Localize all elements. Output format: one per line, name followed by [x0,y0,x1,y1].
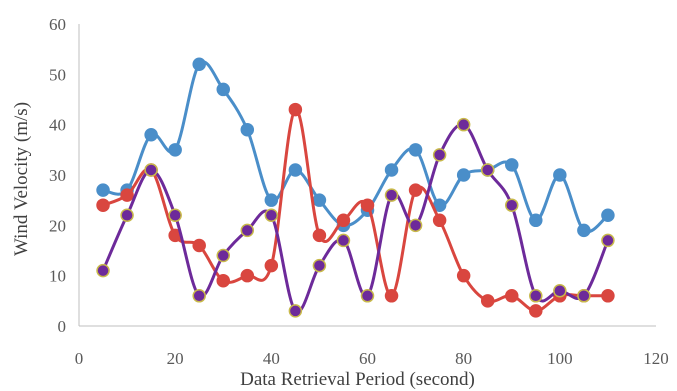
x-tick-label: 80 [455,349,472,368]
y-tick-label: 10 [49,267,66,286]
data-point [529,304,543,318]
data-point [168,208,182,223]
x-tick-label: 100 [547,349,573,368]
data-point [408,218,423,233]
x-tick-label: 60 [359,349,376,368]
x-axis-title: Data Retrieval Period (second) [240,369,475,390]
data-point [601,233,615,248]
data-point [529,213,543,228]
data-point [312,258,327,273]
data-point [240,268,255,283]
data-point [336,233,351,248]
data-point [192,289,206,303]
data-point [312,193,327,207]
data-point [505,158,519,172]
data-point [360,198,375,212]
x-tick-label: 20 [167,349,184,368]
data-point [192,57,206,72]
data-point [144,127,158,142]
data-point [601,289,615,303]
data-point [96,183,110,197]
data-point [288,304,303,318]
y-tick-labels: 0 10 20 30 40 50 60 [49,15,66,336]
data-point [216,248,230,263]
axes [78,24,656,327]
y-tick-label: 40 [49,116,66,135]
x-tick-label: 0 [75,349,84,368]
series-2 [96,102,615,318]
data-point [312,228,327,243]
data-point [264,258,279,273]
data-point [216,82,230,97]
data-point [577,289,591,303]
data-point [432,213,447,228]
y-axis-title: Wind Velocity (m/s) [11,102,32,256]
data-point [505,289,519,303]
data-point [529,289,543,303]
data-point [480,163,495,177]
data-point [577,223,591,238]
y-tick-label: 60 [49,15,66,34]
data-point [456,117,471,132]
series-layer [96,57,615,318]
data-point [192,238,206,253]
data-point [168,143,182,157]
data-point [456,268,471,283]
y-tick-label: 20 [49,216,66,235]
data-point [264,208,279,223]
data-point [336,213,351,228]
data-point [408,183,423,197]
data-point [408,143,423,157]
data-point [456,168,471,182]
x-tick-labels: 0 20 40 60 80 100 120 [75,349,669,368]
y-tick-label: 0 [58,317,67,336]
data-point [553,284,567,298]
data-point [216,273,230,288]
y-tick-label: 30 [49,166,66,185]
data-point [505,198,519,212]
data-point [96,263,110,278]
x-tick-label: 120 [643,349,669,368]
data-point [384,188,399,202]
data-point [384,163,399,177]
data-point [360,289,375,303]
data-point [384,289,399,303]
x-tick-label: 40 [263,349,280,368]
data-point [240,223,255,238]
data-point [553,168,567,182]
y-tick-label: 50 [49,65,66,84]
data-point [240,122,255,137]
data-point [601,208,615,223]
series-3 [96,117,615,318]
data-point [288,163,303,177]
data-point [144,163,158,177]
data-point [480,294,495,308]
series-1 [96,57,615,238]
series-line [101,60,610,234]
data-point [432,148,447,162]
data-point [96,198,110,212]
data-point [120,208,134,223]
data-point [120,188,134,202]
data-point [288,102,303,117]
series-line [101,123,610,314]
data-point [264,193,279,207]
